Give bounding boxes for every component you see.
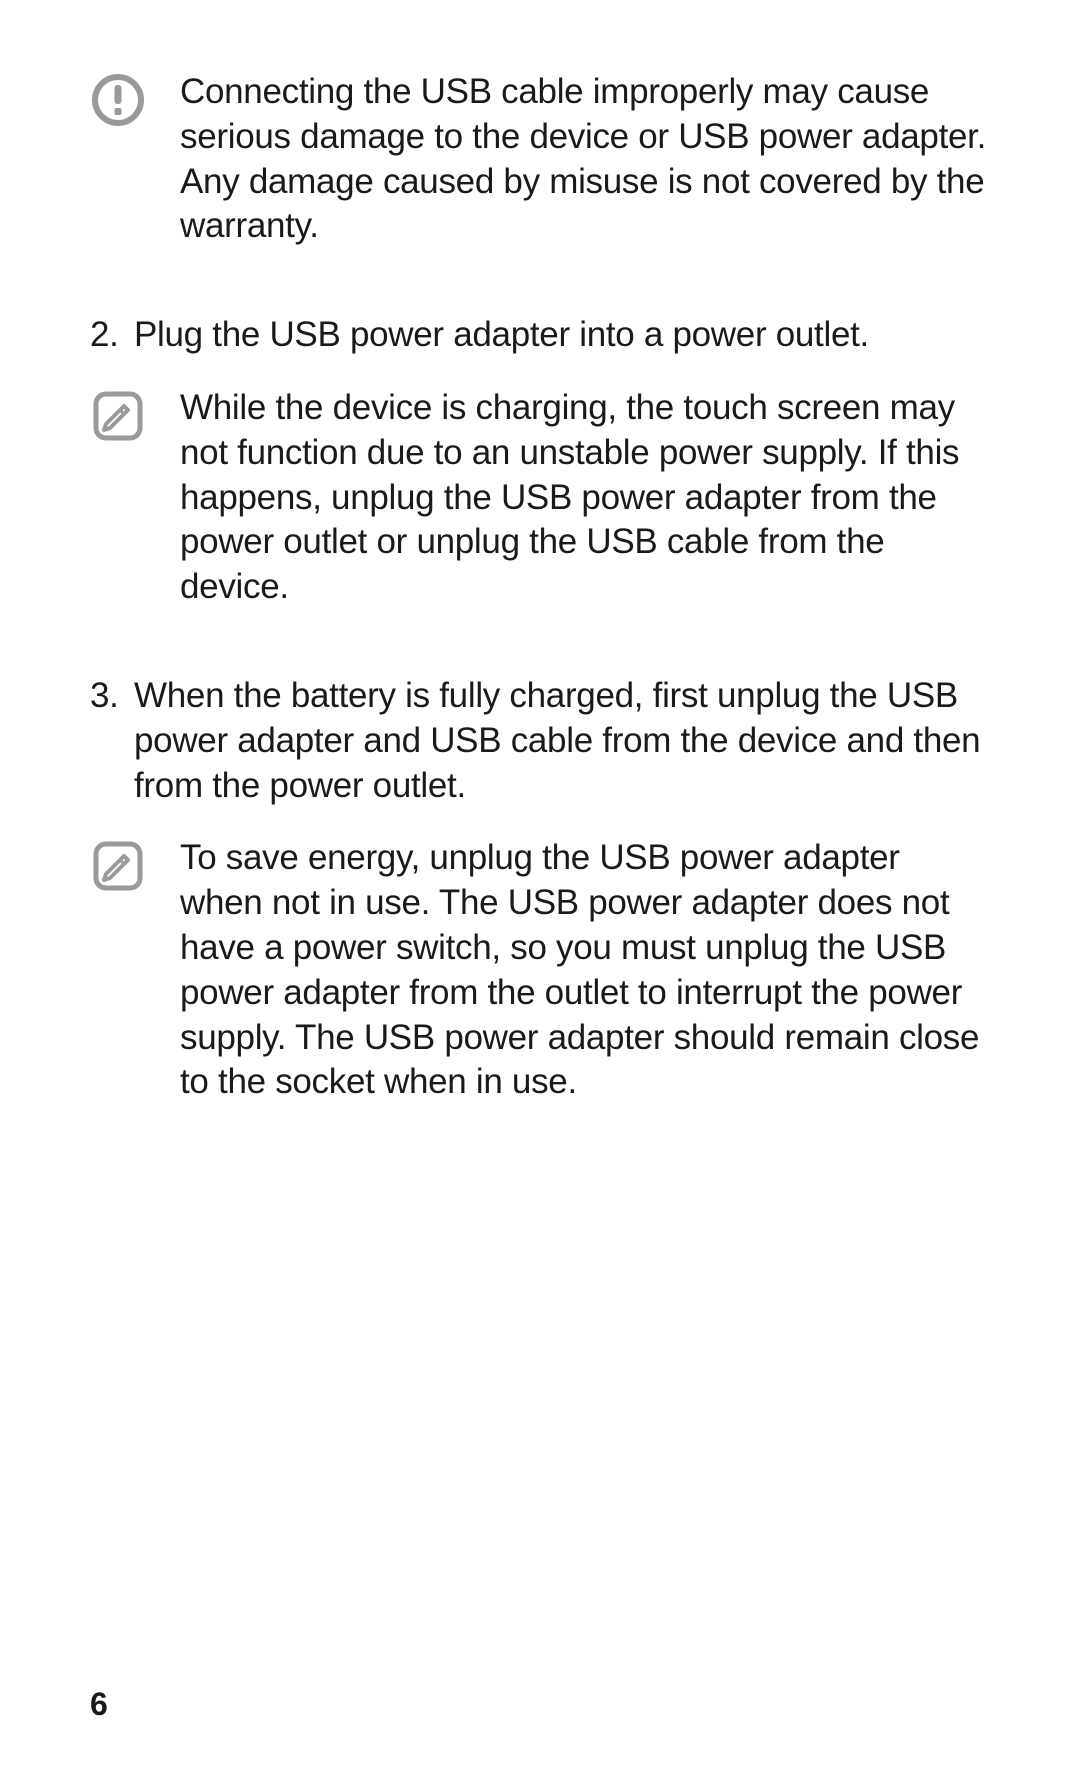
step-3: 3. When the battery is fully charged, fi… (90, 674, 990, 808)
caution-text: Connecting the USB cable improperly may … (180, 70, 990, 249)
note-icon (90, 386, 180, 444)
step-2: 2. Plug the USB power adapter into a pow… (90, 313, 990, 358)
note-callout: While the device is charging, the touch … (90, 386, 990, 610)
note-text: To save energy, unplug the USB power ada… (180, 836, 990, 1105)
note-callout: To save energy, unplug the USB power ada… (90, 836, 990, 1105)
note-text: While the device is charging, the touch … (180, 386, 990, 610)
step-text: When the battery is fully charged, first… (134, 674, 990, 808)
caution-callout: Connecting the USB cable improperly may … (90, 70, 990, 249)
note-icon (90, 836, 180, 894)
caution-icon (90, 70, 180, 128)
manual-page: Connecting the USB cable improperly may … (0, 0, 1080, 1771)
step-number: 2. (90, 313, 134, 358)
step-text: Plug the USB power adapter into a power … (134, 313, 990, 358)
step-number: 3. (90, 674, 134, 719)
page-number: 6 (90, 1686, 108, 1723)
